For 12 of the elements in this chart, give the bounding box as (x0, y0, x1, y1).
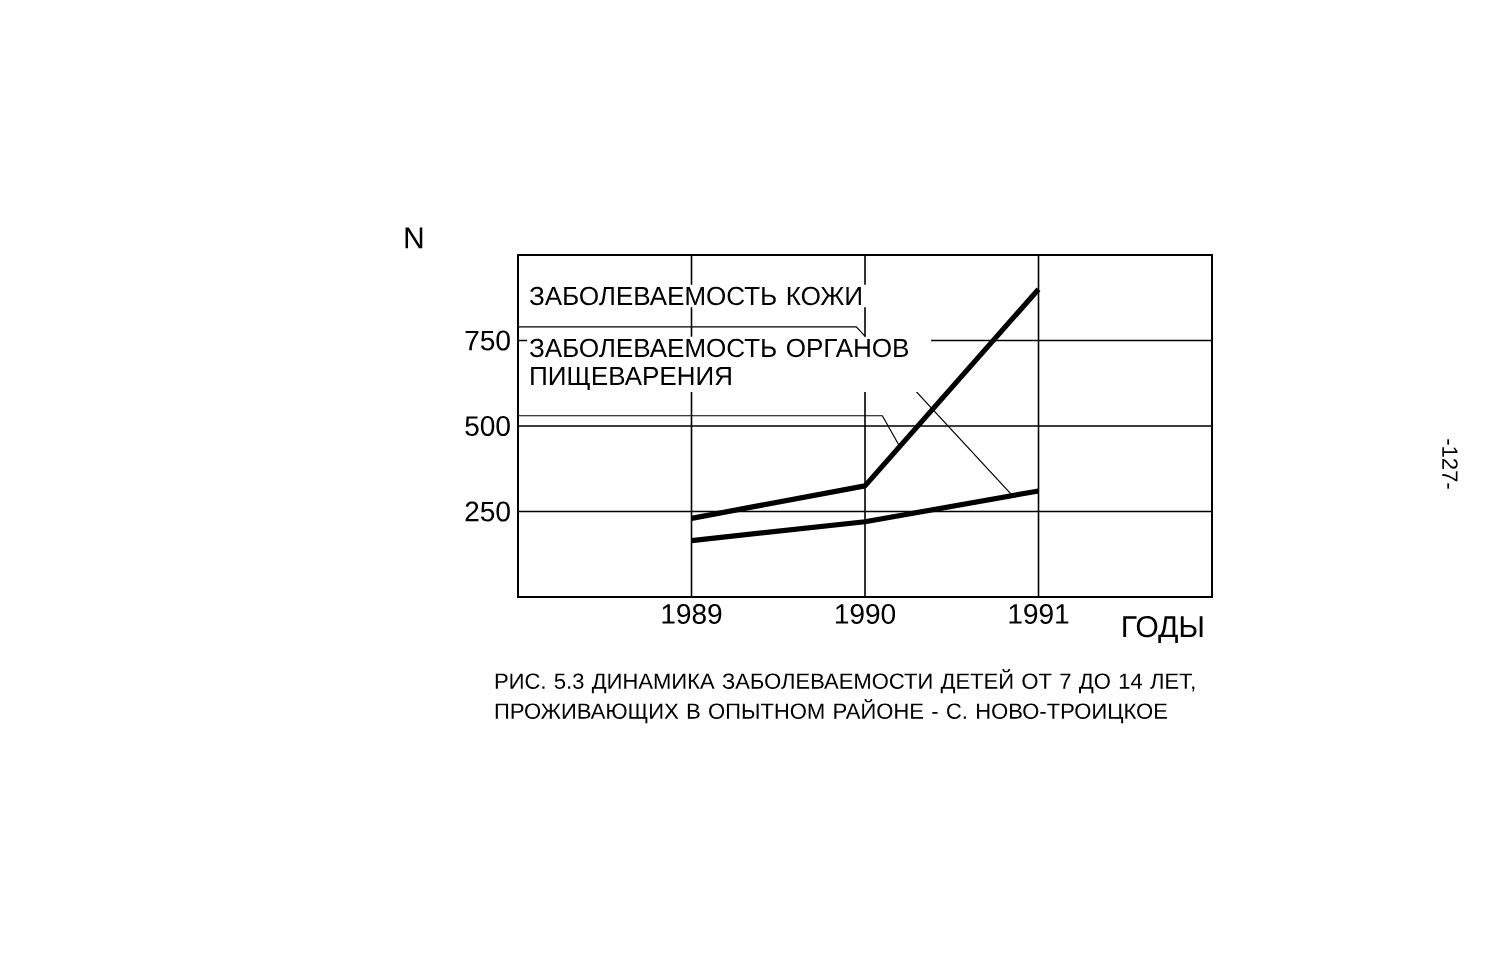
y-tick-label: 250 (465, 501, 510, 522)
x-axis-title: ГОДЫ (1123, 616, 1203, 643)
x-tick-label: 1990 (836, 604, 896, 624)
text: РИС. 5.3 ДИНАМИКА ЗАБОЛЕВАЕМОСТИ ДЕТЕЙ ОТ 7 ДО 14 ЛЕТ, ПРОЖИВАЮЩИХ В ОПЫТНОМ РАЙОНЕ - С. НОВО-ТРОИЦКОЕ (495, 668, 1195, 724)
series-label: ЗАБОЛЕВАЕМОСТЬ ОРГАНОВ ПИЩЕВАРЕНИЯ (529, 338, 909, 391)
y-tick-label: 500 (465, 416, 510, 436)
x-tick-label: 1991 (1009, 604, 1069, 624)
y-axis-title: N (405, 227, 423, 249)
x-tick-label: 1989 (662, 604, 722, 624)
y-tick-label: 750 (465, 330, 510, 351)
text: -127- (1442, 439, 1458, 489)
text: ЗАБОЛЕВАЕМОСТЬ КОЖИ (529, 286, 861, 306)
